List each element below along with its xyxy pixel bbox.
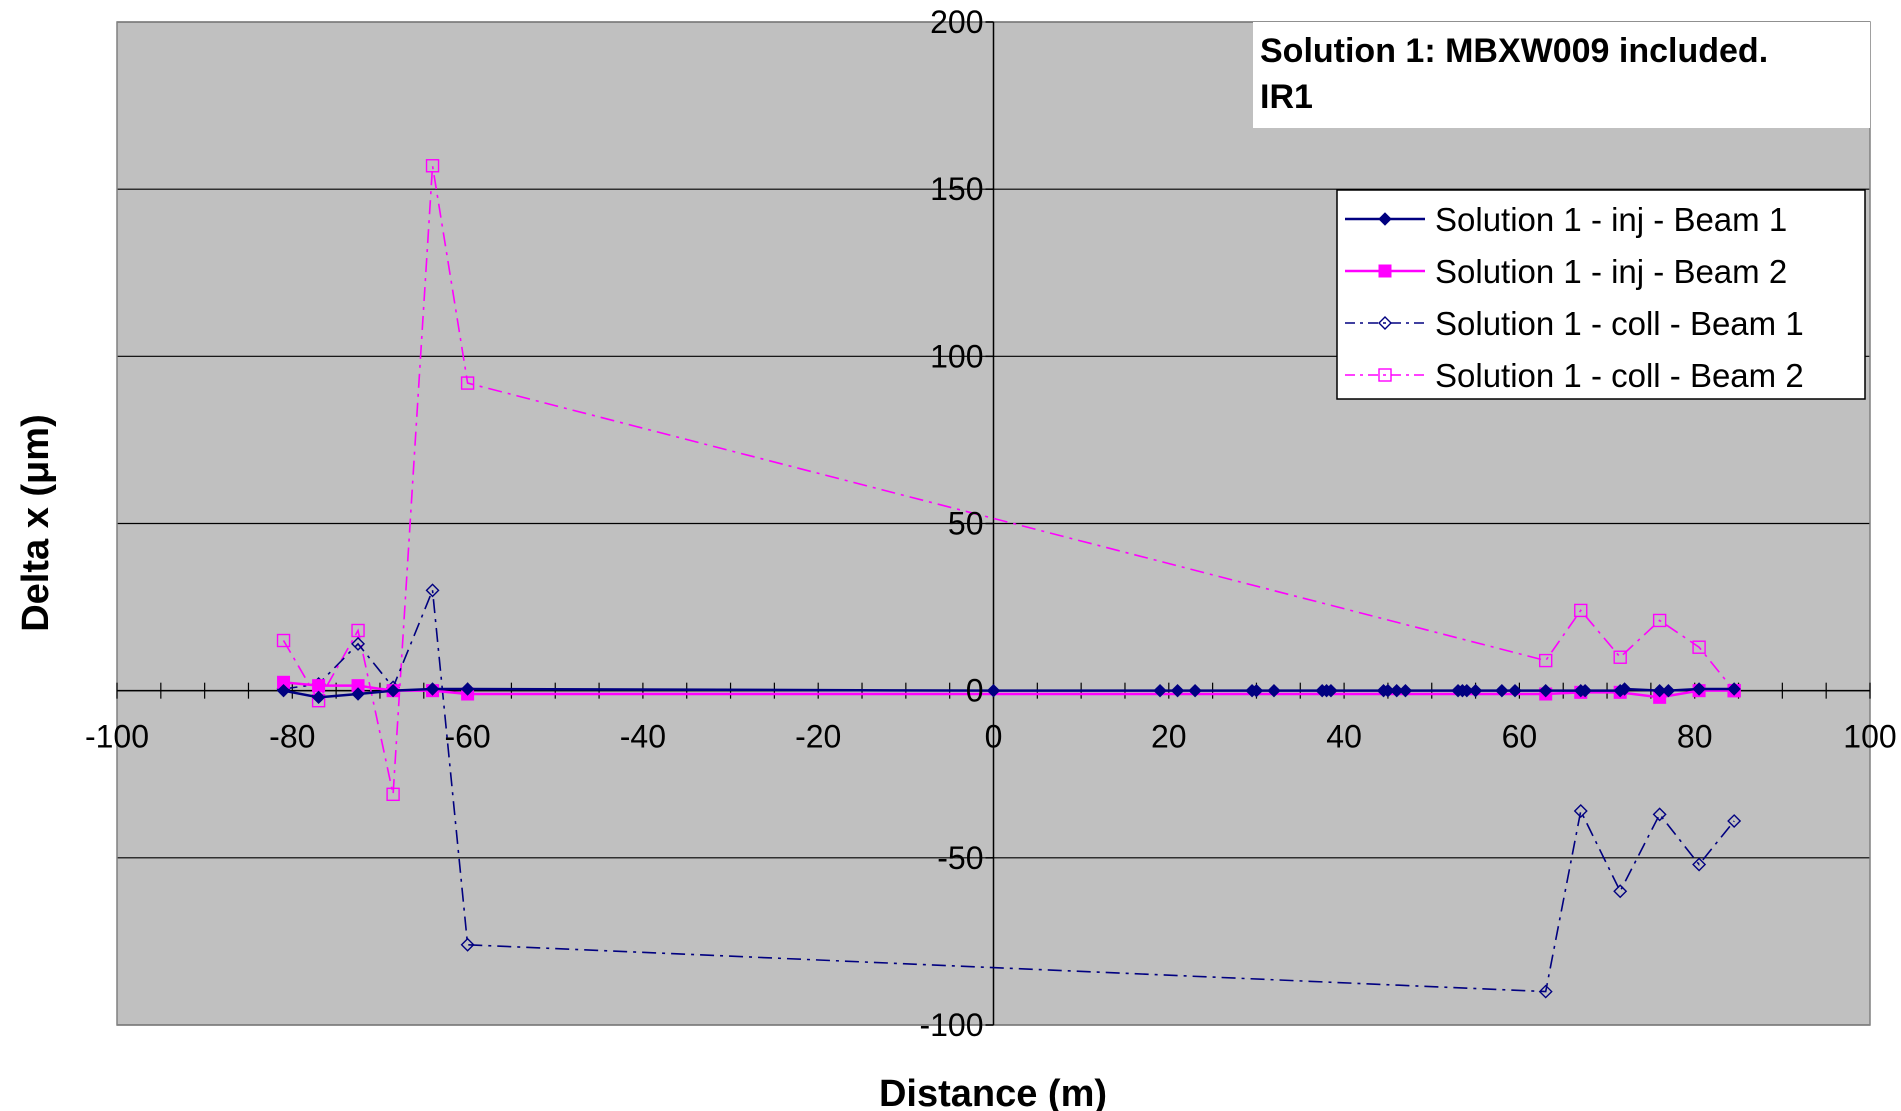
x-tick-label: -20: [795, 719, 841, 755]
data-point: [986, 683, 1001, 698]
legend-label: Solution 1 - inj - Beam 2: [1435, 253, 1787, 290]
data-point: [386, 683, 400, 698]
data-point: [1652, 613, 1667, 628]
data-point: [276, 633, 291, 648]
x-axis-title: Distance (m): [879, 1073, 1107, 1111]
series-line: [283, 681, 1735, 699]
data-point: [1692, 857, 1707, 872]
data-point: [311, 690, 326, 705]
data-point: [1153, 683, 1167, 698]
data-point: [1381, 683, 1395, 698]
x-tick-label: 20: [1151, 719, 1187, 755]
legend-entry-1: Solution 1 - inj - Beam 1: [1345, 201, 1787, 238]
data-point: [425, 583, 440, 598]
legend-entry-4: Solution 1 - coll - Beam 2: [1345, 357, 1804, 394]
x-tick-label: 0: [985, 719, 1003, 755]
legend-label: Solution 1 - inj - Beam 1: [1435, 201, 1787, 238]
x-tick-label: 40: [1326, 719, 1362, 755]
data-point: [1324, 683, 1338, 698]
y-tick-label: 0: [966, 673, 984, 709]
legend-label: Solution 1 - coll - Beam 1: [1435, 305, 1804, 342]
y-axis-title: Delta x (μm): [15, 414, 57, 632]
data-point: [1538, 683, 1553, 698]
data-point: [1727, 814, 1742, 829]
x-tick-label: -60: [444, 719, 490, 755]
data-point: [1613, 884, 1628, 899]
annotation-line-1: Solution 1: MBXW009 included.: [1260, 32, 1768, 70]
data-point: [1378, 212, 1392, 226]
legend-box: [1336, 189, 1866, 400]
data-point: [1378, 264, 1392, 278]
data-point: [460, 937, 475, 952]
y-tick-label: 100: [930, 338, 983, 374]
series-4: [276, 159, 1741, 802]
data-point: [1170, 683, 1185, 698]
y-tick-label: 50: [948, 506, 984, 542]
legend-entry-3: Solution 1 - coll - Beam 1: [1345, 305, 1804, 342]
annotation-line-2: IR1: [1260, 78, 1313, 116]
data-point: [1188, 683, 1202, 698]
data-point: [1249, 683, 1264, 698]
data-point: [1652, 683, 1667, 698]
x-tick-label: 60: [1502, 719, 1538, 755]
data-point: [1727, 682, 1741, 696]
data-point: [1574, 603, 1588, 618]
data-point: [276, 683, 291, 698]
data-point: [460, 376, 475, 390]
data-point: [1508, 683, 1522, 698]
y-tick-label: 200: [930, 4, 983, 40]
x-tick-label: -100: [85, 719, 149, 755]
data-point: [425, 682, 440, 696]
x-tick-label: -80: [269, 719, 315, 755]
y-tick-label: -100: [919, 1007, 983, 1043]
data-point: [312, 679, 326, 693]
x-tick-label: 100: [1843, 719, 1896, 755]
data-point: [1389, 683, 1404, 698]
data-point: [1573, 804, 1588, 819]
data-point: [1460, 683, 1474, 698]
data-point: [351, 687, 365, 701]
data-point: [1538, 984, 1553, 999]
data-point: [1652, 807, 1667, 822]
y-tick-label: 150: [930, 171, 983, 207]
data-point: [1378, 316, 1392, 330]
annotation-box: Solution 1: MBXW009 included. IR1: [1253, 22, 1870, 128]
data-point: [351, 636, 366, 651]
data-point: [386, 787, 400, 802]
data-point: [1468, 683, 1483, 698]
data-point: [1495, 683, 1509, 698]
legend-label: Solution 1 - coll - Beam 2: [1435, 357, 1804, 394]
data-point: [460, 682, 475, 696]
x-tick-label: 80: [1677, 719, 1713, 755]
x-tick-label: -40: [620, 719, 666, 755]
data-point: [1398, 683, 1413, 698]
legend-entry-2: Solution 1 - inj - Beam 2: [1345, 253, 1787, 290]
y-tick-label: -50: [937, 840, 983, 876]
data-point: [1578, 683, 1592, 698]
data-point: [1267, 683, 1281, 698]
data-point: [1692, 682, 1706, 696]
data-point: [425, 159, 440, 173]
data-point: [1617, 682, 1632, 696]
data-point: [1613, 650, 1627, 664]
data-point: [1692, 640, 1706, 654]
series-1: [276, 682, 1741, 705]
data-point: [351, 623, 365, 638]
legend: Solution 1 - inj - Beam 1 Solution 1 - in…: [1336, 189, 1866, 400]
data-point: [1538, 653, 1553, 668]
data-point: [1661, 683, 1676, 698]
data-point: [1378, 368, 1392, 382]
